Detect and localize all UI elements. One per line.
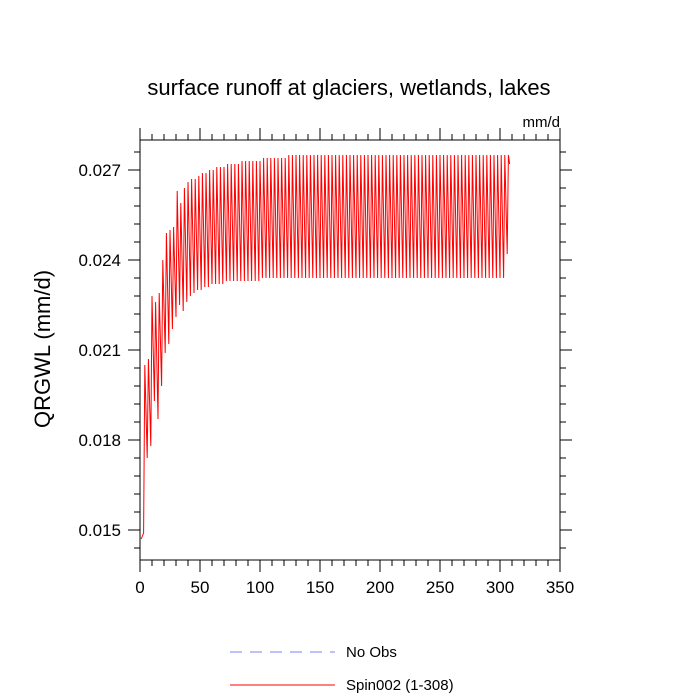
legend-label: No Obs (346, 644, 397, 661)
y-tick-label: 0.018 (78, 431, 121, 450)
x-tick-label: 150 (306, 578, 334, 597)
x-tick-label: 100 (246, 578, 274, 597)
series-group (140, 154, 511, 540)
y-tick-label: 0.015 (78, 521, 121, 540)
y-axis-ticks: 0.015 0.018 0.021 0.024 0.027 (78, 151, 572, 549)
y-tick-label: 0.024 (78, 251, 121, 270)
plot-frame (139, 139, 561, 561)
x-tick-label: 300 (486, 578, 514, 597)
legend: No Obs Spin002 (1-308) (230, 644, 454, 694)
y-tick-label: 0.021 (78, 341, 121, 360)
x-tick-label: 0 (135, 578, 144, 597)
legend-label: Spin002 (1-308) (346, 677, 454, 694)
x-axis-ticks: 0 50 100 150 200 250 300 350 (135, 128, 574, 597)
y-axis-title: QRGWL (mm/d) (30, 270, 55, 428)
x-tick-label: 350 (546, 578, 574, 597)
chart-title: surface runoff at glaciers, wetlands, la… (147, 75, 550, 100)
series-line (140, 154, 511, 540)
x-tick-label: 200 (366, 578, 394, 597)
units-label: mm/d (523, 114, 561, 131)
x-tick-label: 250 (426, 578, 454, 597)
x-tick-label: 50 (191, 578, 210, 597)
y-tick-label: 0.027 (78, 161, 121, 180)
